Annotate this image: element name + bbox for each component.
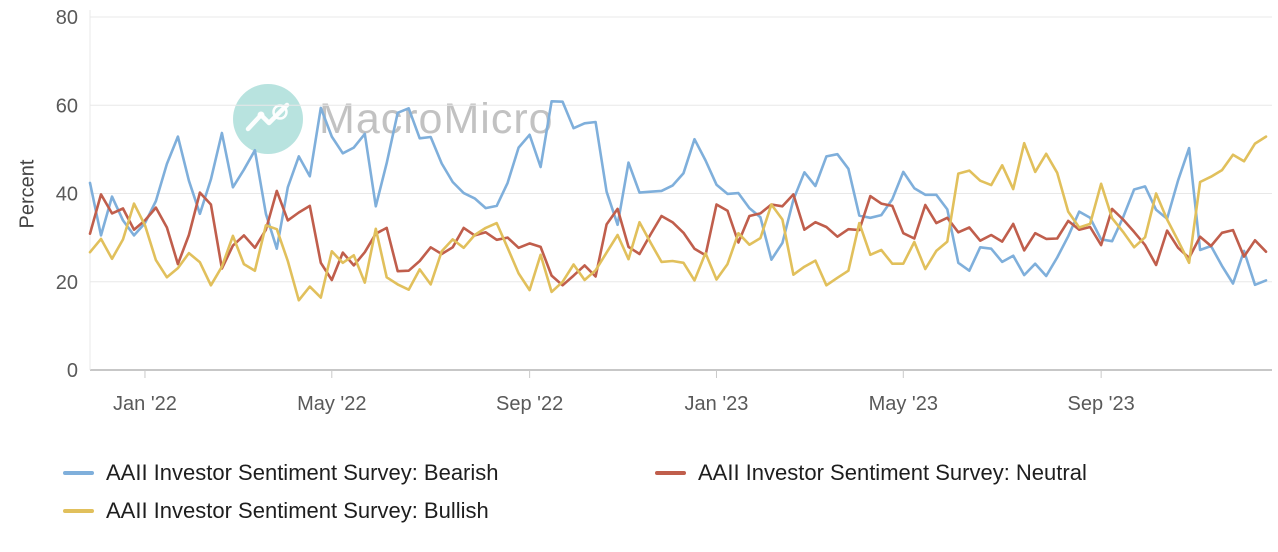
legend: AAII Investor Sentiment Survey: Bearish … xyxy=(63,460,1273,524)
y-tick-label: 20 xyxy=(56,272,78,294)
x-tick-label: May '22 xyxy=(297,393,366,415)
legend-label-neutral: AAII Investor Sentiment Survey: Neutral xyxy=(698,460,1087,485)
x-tick-label: Jan '22 xyxy=(113,393,177,415)
x-tick-label: May '23 xyxy=(869,393,938,415)
y-axis-title: Percent xyxy=(16,159,39,229)
legend-item-bullish[interactable]: AAII Investor Sentiment Survey: Bullish xyxy=(63,498,655,524)
neutral-line-swatch xyxy=(655,471,686,475)
sentiment-line-chart: 0 20 40 60 80 Jan '22 May '22 Sep '22 Jan '23 May… xyxy=(56,7,1272,415)
x-tick-label: Jan '23 xyxy=(685,393,749,415)
y-tick-label: 0 xyxy=(67,360,78,382)
neutral-series-line[interactable] xyxy=(88,189,1268,287)
bullish-series-line[interactable] xyxy=(88,135,1268,302)
bearish-line-swatch xyxy=(63,471,94,475)
legend-item-neutral[interactable]: AAII Investor Sentiment Survey: Neutral xyxy=(655,460,1247,486)
bullish-line-swatch xyxy=(63,509,94,513)
y-tick-label: 80 xyxy=(56,7,78,29)
y-tick-label: 60 xyxy=(56,95,78,117)
y-tick-label: 40 xyxy=(56,184,78,206)
bearish-series-line[interactable] xyxy=(88,100,1268,287)
legend-label-bullish: AAII Investor Sentiment Survey: Bullish xyxy=(106,498,489,523)
x-tick-label: Sep '22 xyxy=(496,393,563,415)
legend-item-bearish[interactable]: AAII Investor Sentiment Survey: Bearish xyxy=(63,460,655,486)
legend-label-bearish: AAII Investor Sentiment Survey: Bearish xyxy=(106,460,499,485)
x-tick-label: Sep '23 xyxy=(1068,393,1135,415)
